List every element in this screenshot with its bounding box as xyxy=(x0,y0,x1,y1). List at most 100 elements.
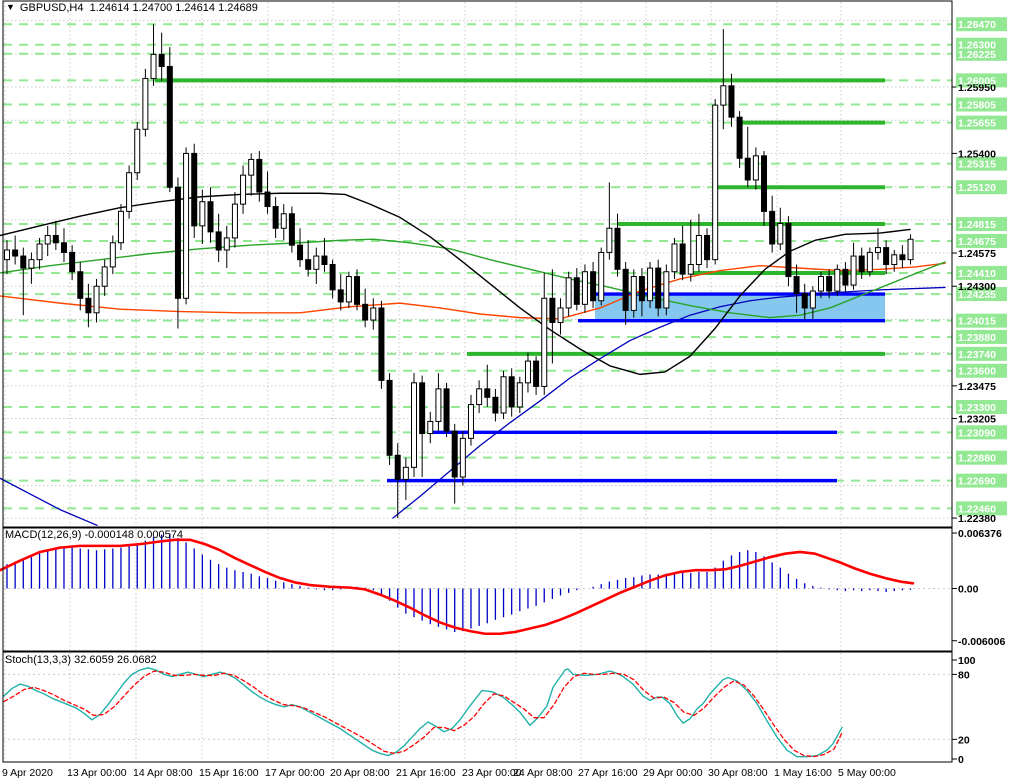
candles-layer xyxy=(4,24,914,519)
candle xyxy=(516,382,523,408)
time-axis-label: 9 Apr 2020 xyxy=(2,767,53,779)
time-axis-label: 17 Apr 00:00 xyxy=(265,767,325,779)
price-level-badge: 1.26470 xyxy=(958,19,996,31)
candle xyxy=(411,382,417,468)
candle xyxy=(467,404,474,439)
symbol-dropdown-icon[interactable]: ▼ xyxy=(6,2,15,12)
price-level-badge: 1.23880 xyxy=(958,332,996,344)
candle xyxy=(761,155,768,212)
candle xyxy=(142,78,149,130)
candle xyxy=(606,227,613,253)
stoch-axis-label: 80 xyxy=(958,669,970,681)
price-level-badge: 1.26005 xyxy=(958,75,996,87)
zone-rectangle[interactable] xyxy=(595,294,885,321)
candle xyxy=(402,466,409,480)
candle xyxy=(500,376,507,414)
candle xyxy=(174,186,181,299)
candle xyxy=(386,379,393,456)
candle xyxy=(126,172,133,212)
price-level-badge: 1.22880 xyxy=(958,453,996,465)
candle xyxy=(891,254,898,265)
candle xyxy=(370,307,377,321)
time-axis-label: 13 Apr 00:00 xyxy=(67,767,127,779)
candle xyxy=(630,276,637,311)
candle xyxy=(524,360,531,384)
candle xyxy=(671,243,678,273)
candle xyxy=(728,85,735,118)
candle xyxy=(378,307,385,381)
time-axis-label: 5 May 00:00 xyxy=(838,767,896,779)
candle xyxy=(394,454,401,480)
candle xyxy=(305,259,312,270)
candle xyxy=(704,235,711,261)
candle xyxy=(598,251,605,302)
candle xyxy=(223,237,230,251)
candle xyxy=(36,243,43,261)
price-level-badge: 1.22460 xyxy=(958,503,996,515)
candle xyxy=(207,201,214,233)
macd-axis-label: 0.00 xyxy=(958,584,979,596)
price-level-badge: 1.25315 xyxy=(958,159,996,171)
candle xyxy=(272,206,279,229)
stoch-d-line xyxy=(3,670,843,758)
price-level-badge: 1.24410 xyxy=(958,268,996,280)
price-level-badge: 1.23090 xyxy=(958,427,996,439)
ma-orange-line xyxy=(0,262,946,320)
time-axis-label: 15 Apr 16:00 xyxy=(199,767,259,779)
price-level-badge: 1.24675 xyxy=(958,236,996,248)
price-axis-label: 1.25950 xyxy=(958,82,996,94)
candle xyxy=(826,276,833,292)
price-level-badge: 1.24235 xyxy=(958,289,996,301)
candle xyxy=(858,255,865,273)
candle xyxy=(647,267,654,302)
candle xyxy=(687,263,694,275)
candle xyxy=(622,268,629,311)
ma-blue-line xyxy=(0,477,98,526)
candle xyxy=(801,292,808,309)
candle xyxy=(93,285,100,314)
macd-axis-label: 0.006376 xyxy=(958,528,1002,540)
macd-signal-line xyxy=(0,538,915,636)
candle xyxy=(549,297,556,323)
candle xyxy=(329,263,336,291)
candle xyxy=(85,297,92,314)
time-axis-label: 21 Apr 16:00 xyxy=(396,767,456,779)
price-level-badge: 1.23600 xyxy=(958,366,996,378)
time-axis-label: 24 Apr 08:00 xyxy=(513,767,573,779)
candle xyxy=(655,267,662,309)
candle xyxy=(484,388,491,398)
price-level-badge: 1.25120 xyxy=(958,182,996,194)
macd-indicator-label: MACD(12,26,9) -0.000148 0.000574 xyxy=(5,529,183,541)
candle xyxy=(134,128,141,174)
candle xyxy=(28,259,35,269)
candle xyxy=(158,53,165,67)
candle xyxy=(183,152,190,299)
candle xyxy=(443,388,450,432)
candle xyxy=(842,268,849,286)
candle xyxy=(720,85,727,106)
candle xyxy=(590,271,597,302)
price-level-badge: 1.26225 xyxy=(958,49,996,61)
candle xyxy=(297,244,304,261)
price-level-badge: 1.23740 xyxy=(958,349,996,361)
candle xyxy=(215,231,222,251)
price-level-badge: 1.24015 xyxy=(958,316,996,328)
consolidation-rectangle xyxy=(595,294,885,321)
candle xyxy=(850,255,857,286)
candle xyxy=(280,213,287,229)
price-axis-label: 1.24300 xyxy=(958,281,996,293)
candle xyxy=(874,247,881,253)
price-axis xyxy=(952,17,1007,760)
candle xyxy=(354,276,361,305)
candle xyxy=(264,191,271,208)
candle xyxy=(345,276,352,303)
candle xyxy=(744,157,751,181)
candle xyxy=(793,276,800,294)
candle xyxy=(866,251,873,273)
candle xyxy=(557,307,564,323)
candle xyxy=(695,235,702,265)
candle xyxy=(117,210,124,244)
candle xyxy=(150,53,157,80)
price-level-badge: 1.23300 xyxy=(958,402,996,414)
